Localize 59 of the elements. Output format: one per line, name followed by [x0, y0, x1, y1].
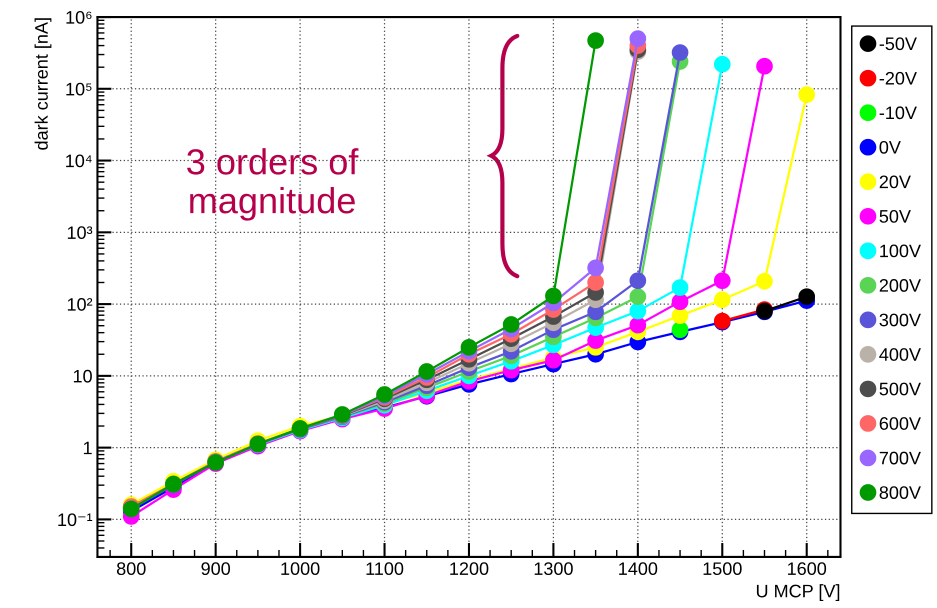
point [672, 44, 688, 61]
point [545, 352, 562, 369]
point [798, 86, 816, 103]
point [587, 32, 604, 49]
point [418, 363, 436, 380]
legend-label: -10V [880, 106, 917, 120]
legend-label: 700V [880, 452, 921, 464]
point [672, 279, 688, 296]
x-axis-title: U MCP [V] [756, 584, 840, 602]
y-tick-label: 10⁶ [66, 10, 92, 24]
legend-label: 500V [880, 382, 921, 396]
y-tick-label: 10² [68, 298, 92, 311]
point [502, 316, 520, 333]
y-tick-label: 10⁴ [66, 154, 92, 168]
legend-label: 600V [880, 417, 921, 430]
point [672, 307, 688, 324]
point [672, 321, 688, 338]
y-tick-label: 10³ [68, 226, 92, 240]
legend-label: 400V [879, 348, 921, 361]
point [714, 291, 731, 308]
x-tick-label: 800 [116, 562, 146, 576]
x-tick-label: 1100 [366, 562, 404, 576]
y-axis-title: dark current [nA] [34, 18, 52, 150]
point [756, 58, 773, 75]
x-tick-label: 900 [201, 562, 230, 576]
y-tick-label: 10⁻¹ [58, 513, 92, 526]
legend-label: 800V [880, 486, 921, 499]
legend-label: 300V [880, 314, 921, 326]
x-tick-label: 1000 [281, 562, 320, 576]
x-tick-label: 1400 [619, 562, 658, 576]
point [630, 302, 646, 320]
point [587, 260, 604, 276]
point [587, 274, 604, 291]
point [630, 288, 646, 305]
point [672, 293, 688, 310]
point [630, 272, 646, 290]
point [756, 272, 773, 290]
point [798, 288, 816, 305]
legend-label: -50V [880, 37, 917, 50]
legend-label: 200V [880, 279, 921, 292]
point [630, 30, 646, 47]
legend-label: 20V [880, 175, 911, 188]
y-tick-label: 10 [74, 370, 92, 383]
point [460, 338, 478, 356]
point [545, 288, 562, 304]
point [630, 316, 646, 334]
annotation: 3 orders of magnitude [187, 148, 358, 221]
legend-label: 50V [880, 210, 911, 223]
legend-label: 100V [880, 244, 921, 258]
point [714, 272, 731, 290]
legend-label: -20V [880, 72, 917, 85]
x-tick-label: 1500 [704, 562, 742, 576]
y-tick-label: 10⁵ [66, 82, 92, 96]
y-tick-label: 1 [84, 442, 92, 454]
x-tick-label: 1300 [534, 562, 573, 576]
x-tick-label: 1200 [450, 562, 488, 576]
point [714, 56, 731, 73]
legend-label: 0V [880, 140, 901, 154]
x-tick-label: 1600 [788, 562, 826, 576]
